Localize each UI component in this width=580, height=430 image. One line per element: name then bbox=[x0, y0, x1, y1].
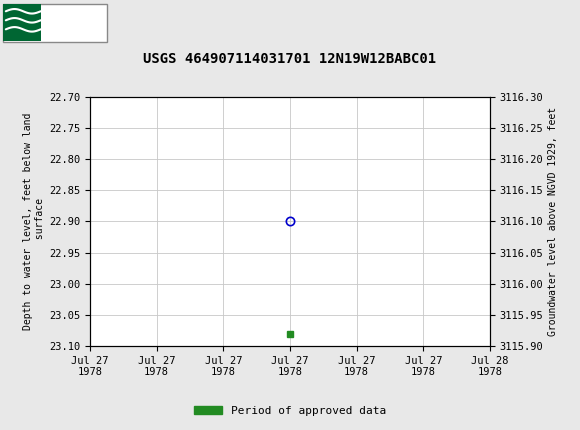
Bar bbox=[3, 3, 107, 42]
Text: USGS 464907114031701 12N19W12BABC01: USGS 464907114031701 12N19W12BABC01 bbox=[143, 52, 437, 67]
Y-axis label: Groundwater level above NGVD 1929, feet: Groundwater level above NGVD 1929, feet bbox=[548, 107, 558, 336]
Legend: Period of approved data: Period of approved data bbox=[190, 401, 390, 420]
Bar bbox=[3, 4, 41, 41]
Text: USGS: USGS bbox=[49, 12, 100, 33]
Y-axis label: Depth to water level, feet below land
 surface: Depth to water level, feet below land su… bbox=[23, 113, 45, 330]
